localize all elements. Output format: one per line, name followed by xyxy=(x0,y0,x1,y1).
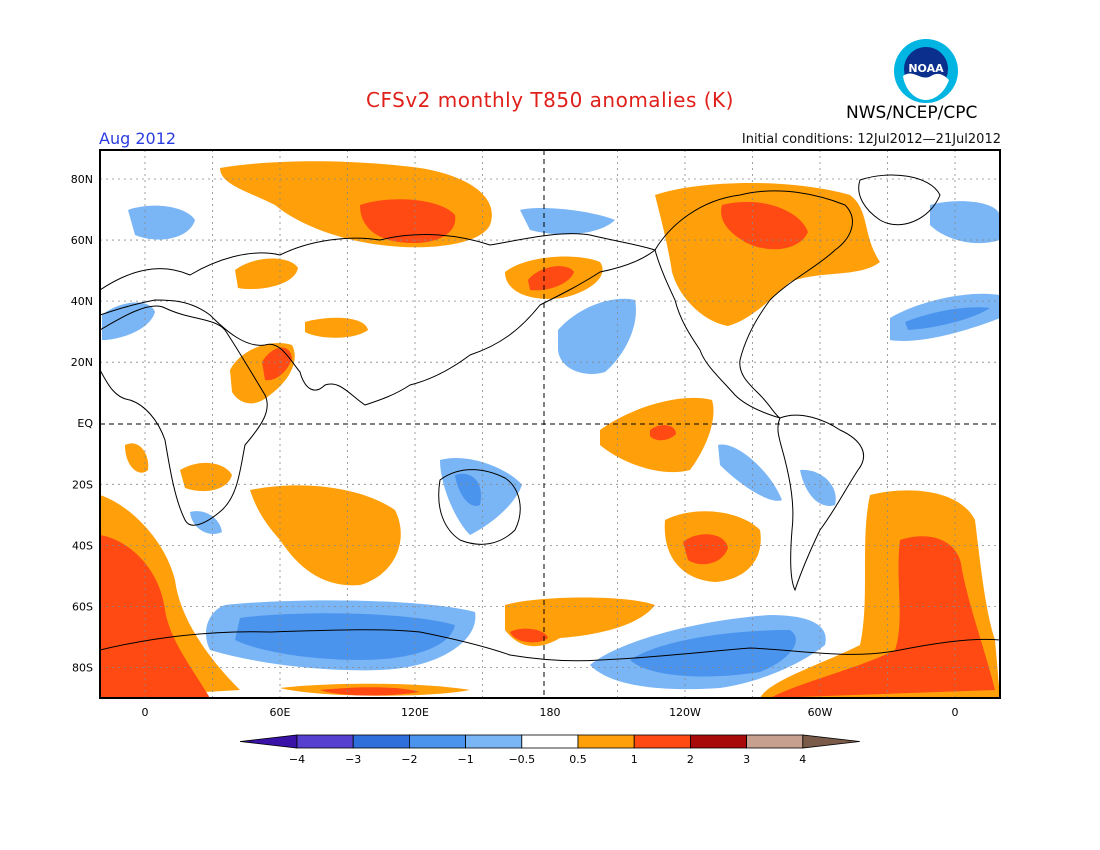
colorbar-bin xyxy=(577,734,635,749)
lat-tick-label: 60N xyxy=(71,234,93,247)
lon-tick-label: 0 xyxy=(952,706,959,719)
lon-tick-label: 60E xyxy=(270,706,291,719)
map-grid xyxy=(100,150,1000,698)
cold-anomaly-south-america xyxy=(800,469,836,506)
strong-cold-anomaly-europe-east xyxy=(905,307,990,330)
lon-tick-label: 180 xyxy=(540,706,561,719)
lat-tick-label: 40S xyxy=(72,539,93,552)
colorbar-bin xyxy=(352,734,410,749)
warm-anomaly-south-africa xyxy=(180,462,232,492)
colorbar-label: 2 xyxy=(687,753,694,766)
warm-anomaly-south-africa-west xyxy=(125,443,149,473)
map-title: CFSv2 monthly T850 anomalies (K) xyxy=(366,88,734,112)
colorbar-bin xyxy=(633,734,691,749)
colorbar-low-arrow xyxy=(239,734,298,749)
warm-anomaly-north-america xyxy=(655,182,880,326)
colorbar-label: −1 xyxy=(457,753,473,766)
strong-warm-anomaly-south-atlantic xyxy=(770,536,995,698)
cold-anomaly-north-atlantic-east xyxy=(930,201,1000,244)
colorbar-label: 3 xyxy=(743,753,750,766)
colorbar: −4 −3 −2 −1 −0.5 0.5 1 2 3 4 xyxy=(239,734,860,766)
coast-australia xyxy=(438,469,521,545)
colorbar-high-arrow xyxy=(802,734,860,749)
strong-warm-anomaly-ross-sea xyxy=(510,628,548,643)
lat-tick-label: 20N xyxy=(71,356,93,369)
lat-tick-label: 20S xyxy=(72,478,93,491)
coastlines xyxy=(100,174,1000,662)
lon-tick-label: 120E xyxy=(401,706,429,719)
cold-anomaly-bering xyxy=(520,208,615,235)
lon-tick-label: 120W xyxy=(669,706,701,719)
cold-anomaly-madagascar xyxy=(190,511,222,534)
cold-anomaly-north-atlantic-west xyxy=(128,205,195,240)
colorbar-label: −0.5 xyxy=(508,753,535,766)
longitude-labels: 0 60E 120E 180 120W 60W 0 xyxy=(142,706,959,719)
coast-africa xyxy=(100,305,268,526)
map-frame xyxy=(99,149,1001,699)
initial-conditions: Initial conditions: 12Jul2012—21Jul2012 xyxy=(741,132,1001,147)
cold-anomaly-east-pacific xyxy=(718,444,782,501)
forecast-period: Aug 2012 xyxy=(99,129,177,148)
warm-anomaly-south-indian-ocean xyxy=(250,485,401,586)
coast-north-america xyxy=(654,190,853,419)
warm-anomaly-siberia xyxy=(220,161,492,248)
colorbar-bin xyxy=(296,734,354,749)
strong-cold-anomaly-antarctic-indian xyxy=(235,613,455,660)
lat-tick-label: 80N xyxy=(71,173,93,186)
lat-tick-label: EQ xyxy=(77,417,93,430)
coast-eurasia xyxy=(100,233,657,406)
lat-tick-label: 60S xyxy=(72,600,93,613)
colorbar-bin xyxy=(521,734,579,749)
colorbar-label: 0.5 xyxy=(569,753,587,766)
coast-greenland xyxy=(858,174,941,226)
coast-antarctica xyxy=(100,629,1000,662)
coast-south-america xyxy=(777,414,864,592)
cold-anomaly-europe xyxy=(102,302,155,340)
strong-warm-anomaly-canada xyxy=(721,201,808,250)
strong-warm-anomaly-south-pacific xyxy=(683,534,728,565)
noaa-logo: NOAA xyxy=(894,39,958,103)
colorbar-bin xyxy=(465,734,523,749)
strong-cold-anomaly-antarctic-pacific xyxy=(630,630,796,677)
strong-warm-anomaly-north-pacific xyxy=(528,266,574,291)
lon-tick-label: 0 xyxy=(142,706,149,719)
strong-warm-anomaly-siberia xyxy=(360,199,456,244)
colorbar-bin xyxy=(746,734,804,749)
anomaly-shading xyxy=(100,161,1000,698)
warm-anomaly-central-asia xyxy=(235,258,298,290)
colorbar-label: −3 xyxy=(345,753,361,766)
colorbar-label: 4 xyxy=(799,753,806,766)
colorbar-label: 1 xyxy=(631,753,638,766)
strong-warm-anomaly-antarctic-strip xyxy=(320,687,420,696)
warm-anomaly-asia-small xyxy=(305,317,368,338)
cold-anomaly-australia xyxy=(440,458,522,535)
colorbar-bin xyxy=(690,734,748,749)
reference-lines xyxy=(100,150,1000,698)
latitude-labels: 80N 60N 40N 20N EQ 20S 40S 60S 80S xyxy=(71,173,94,674)
colorbar-label: −4 xyxy=(289,753,305,766)
strong-warm-anomaly-arabia xyxy=(262,347,292,381)
logo-text: NOAA xyxy=(908,62,944,75)
strong-warm-anomaly-antarctic-west xyxy=(100,535,210,698)
lat-tick-label: 80S xyxy=(72,661,93,674)
lat-tick-label: 40N xyxy=(71,295,93,308)
agency-label: NWS/NCEP/CPC xyxy=(846,103,978,123)
colorbar-bin xyxy=(408,734,466,749)
lon-tick-label: 60W xyxy=(808,706,833,719)
strong-warm-anomaly-tropical-pacific xyxy=(650,425,676,441)
cold-anomaly-north-pacific-center xyxy=(558,298,636,374)
strong-cold-anomaly-australia xyxy=(455,473,481,506)
colorbar-label: −2 xyxy=(401,753,417,766)
